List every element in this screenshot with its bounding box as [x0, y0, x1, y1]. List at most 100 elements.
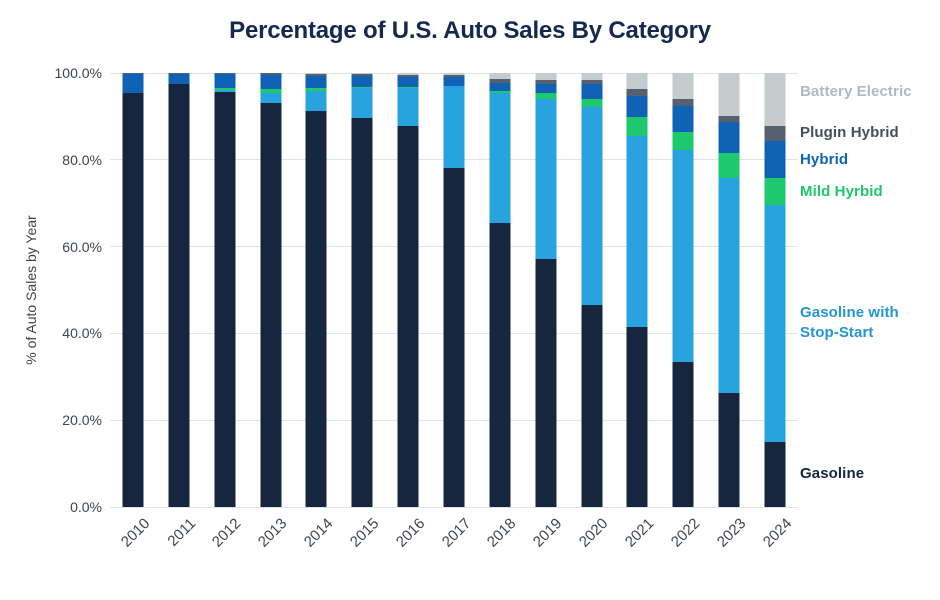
bar-segment-hybrid-2023: [718, 122, 740, 154]
x-tick-label-2013: 2013: [254, 515, 291, 551]
bar-column-2020: 2020: [569, 73, 615, 551]
bar-segment-gasoline-with-stop-start-2018: [489, 93, 511, 224]
bar-segment-mild-hyrbid-2020: [581, 98, 603, 107]
bar-segment-hybrid-2015: [351, 76, 373, 88]
bar-segment-gasoline-with-stop-start-2013: [260, 92, 281, 104]
bar-segment-hybrid-2016: [397, 76, 419, 88]
x-tick-label-2011: 2011: [163, 515, 199, 550]
legend-item-gasoline: Gasoline: [800, 465, 865, 483]
bar-stack-2023: [718, 73, 740, 507]
bar-stack-2015: [351, 73, 373, 507]
bar-segment-gasoline-with-stop-start-2019: [535, 99, 557, 260]
bar-segment-battery-electric-2017: [443, 73, 465, 76]
bar-segment-gasoline-2018: [489, 223, 511, 507]
y-tick-label-20: 20.0%: [62, 412, 102, 429]
gridline-100: [110, 72, 798, 74]
bar-segment-battery-electric-2023: [718, 73, 740, 117]
x-tick-label-2020: 2020: [575, 515, 612, 551]
x-tick-label-2010: 2010: [117, 515, 153, 551]
bar-segment-gasoline-with-stop-start-2021: [626, 135, 648, 328]
bar-segment-plugin-hybrid-2017: [443, 75, 465, 77]
bar-segment-hybrid-2018: [489, 83, 511, 91]
bar-segment-mild-hyrbid-2024: [764, 178, 786, 205]
bar-segment-plugin-hybrid-2016: [397, 74, 419, 77]
bar-stack-2021: [626, 73, 648, 507]
bar-segment-plugin-hybrid-2013: [260, 73, 281, 76]
bar-stack-2014: [305, 73, 327, 507]
bar-segment-gasoline-2011: [168, 84, 190, 507]
bar-segment-hybrid-2019: [535, 84, 557, 94]
bar-segment-battery-electric-2021: [626, 73, 648, 90]
x-tick-label-2015: 2015: [346, 515, 383, 551]
x-tick-label-2023: 2023: [713, 515, 750, 551]
bar-column-2017: 2017: [431, 73, 477, 551]
bar-segment-battery-electric-2015: [351, 73, 373, 75]
bar-segment-battery-electric-2014: [305, 73, 327, 74]
bar-segment-mild-hyrbid-2014: [305, 87, 327, 91]
bar-segment-hybrid-2014: [305, 76, 327, 88]
legend-item-mild-hyrbid: Mild Hyrbid: [800, 182, 883, 200]
bar-stack-2017: [443, 73, 465, 507]
bar-column-2022: 2022: [660, 73, 706, 551]
bar-segment-hybrid-2024: [764, 140, 786, 179]
bar-segment-gasoline-2019: [535, 259, 557, 507]
bar-stack-2012: [214, 73, 236, 507]
y-tick-label-60: 60.0%: [62, 238, 102, 255]
legend-item-hybrid: Hybrid: [800, 150, 849, 168]
gridline-0: [110, 506, 798, 508]
bar-stack-2020: [581, 73, 603, 507]
bar-segment-mild-hyrbid-2023: [718, 153, 740, 179]
y-tick-label-100: 100.0%: [54, 65, 102, 81]
bar-column-2012: 2012: [202, 73, 248, 551]
bar-segment-gasoline-2023: [718, 392, 740, 507]
y-tick-label-0: 0.0%: [70, 499, 102, 515]
bar-column-2024: 2024: [752, 73, 798, 551]
bar-column-2018: 2018: [477, 73, 523, 551]
bar-segment-gasoline-with-stop-start-2014: [305, 90, 327, 112]
x-tick-label-2017: 2017: [438, 515, 474, 551]
bar-column-2013: 2013: [248, 73, 294, 551]
bar-segment-mild-hyrbid-2019: [535, 93, 557, 100]
bar-stack-2011: [168, 73, 190, 507]
y-tick-label-80: 80.0%: [62, 151, 102, 168]
bar-stack-2016: [397, 73, 419, 507]
bar-segment-gasoline-with-stop-start-2012: [214, 89, 236, 92]
bar-segment-gasoline-2012: [214, 91, 236, 507]
bar-segment-hybrid-2011: [168, 73, 190, 85]
bar-segment-gasoline-with-stop-start-2016: [397, 87, 419, 126]
bar-segment-gasoline-with-stop-start-2024: [764, 204, 786, 442]
bar-segment-plugin-hybrid-2023: [718, 116, 740, 123]
x-tick-label-2014: 2014: [300, 515, 337, 551]
bar-segment-gasoline-2017: [443, 167, 465, 507]
bars-container: 2010 2011 2012 2013 2014 2015 2016 2017 2018 2019…: [110, 73, 798, 551]
x-tick-label-2021: 2021: [621, 515, 658, 551]
bar-segment-plugin-hybrid-2022: [672, 98, 694, 107]
x-tick-label-2018: 2018: [484, 515, 520, 551]
bar-segment-gasoline-with-stop-start-2017: [443, 86, 465, 168]
bar-segment-battery-electric-2019: [535, 73, 557, 81]
bar-segment-gasoline-2022: [672, 361, 694, 507]
bar-segment-plugin-hybrid-2020: [581, 79, 603, 84]
bar-segment-battery-electric-2016: [397, 73, 419, 75]
bar-segment-gasoline-2014: [305, 111, 327, 507]
bar-segment-hybrid-2021: [626, 95, 648, 118]
bar-segment-plugin-hybrid-2024: [764, 125, 786, 141]
bar-segment-plugin-hybrid-2018: [489, 78, 511, 84]
x-tick-label-2022: 2022: [667, 515, 704, 551]
y-axis-title: % of Auto Sales by Year: [23, 215, 39, 365]
bar-column-2021: 2021: [614, 73, 660, 551]
x-tick-label-2012: 2012: [209, 515, 245, 551]
bar-segment-mild-hyrbid-2021: [626, 117, 648, 136]
bar-segment-plugin-hybrid-2014: [305, 73, 327, 77]
plot-area: 100.0% 80.0% 60.0% 40.0% 20.0% 0.0% 2010 2011 20…: [55, 65, 798, 551]
bar-segment-hybrid-2012: [214, 73, 236, 89]
y-tick-label-40: 40.0%: [62, 325, 102, 342]
bar-segment-plugin-hybrid-2021: [626, 89, 648, 96]
bar-column-2010: 2010: [110, 73, 156, 551]
bar-segment-hybrid-2022: [672, 106, 694, 132]
bar-segment-hybrid-2013: [260, 75, 281, 90]
bar-segment-mild-hyrbid-2017: [443, 85, 465, 87]
bar-segment-gasoline-2013: [260, 103, 281, 507]
bar-column-2011: 2011: [156, 73, 202, 550]
bar-segment-hybrid-2020: [581, 83, 603, 99]
